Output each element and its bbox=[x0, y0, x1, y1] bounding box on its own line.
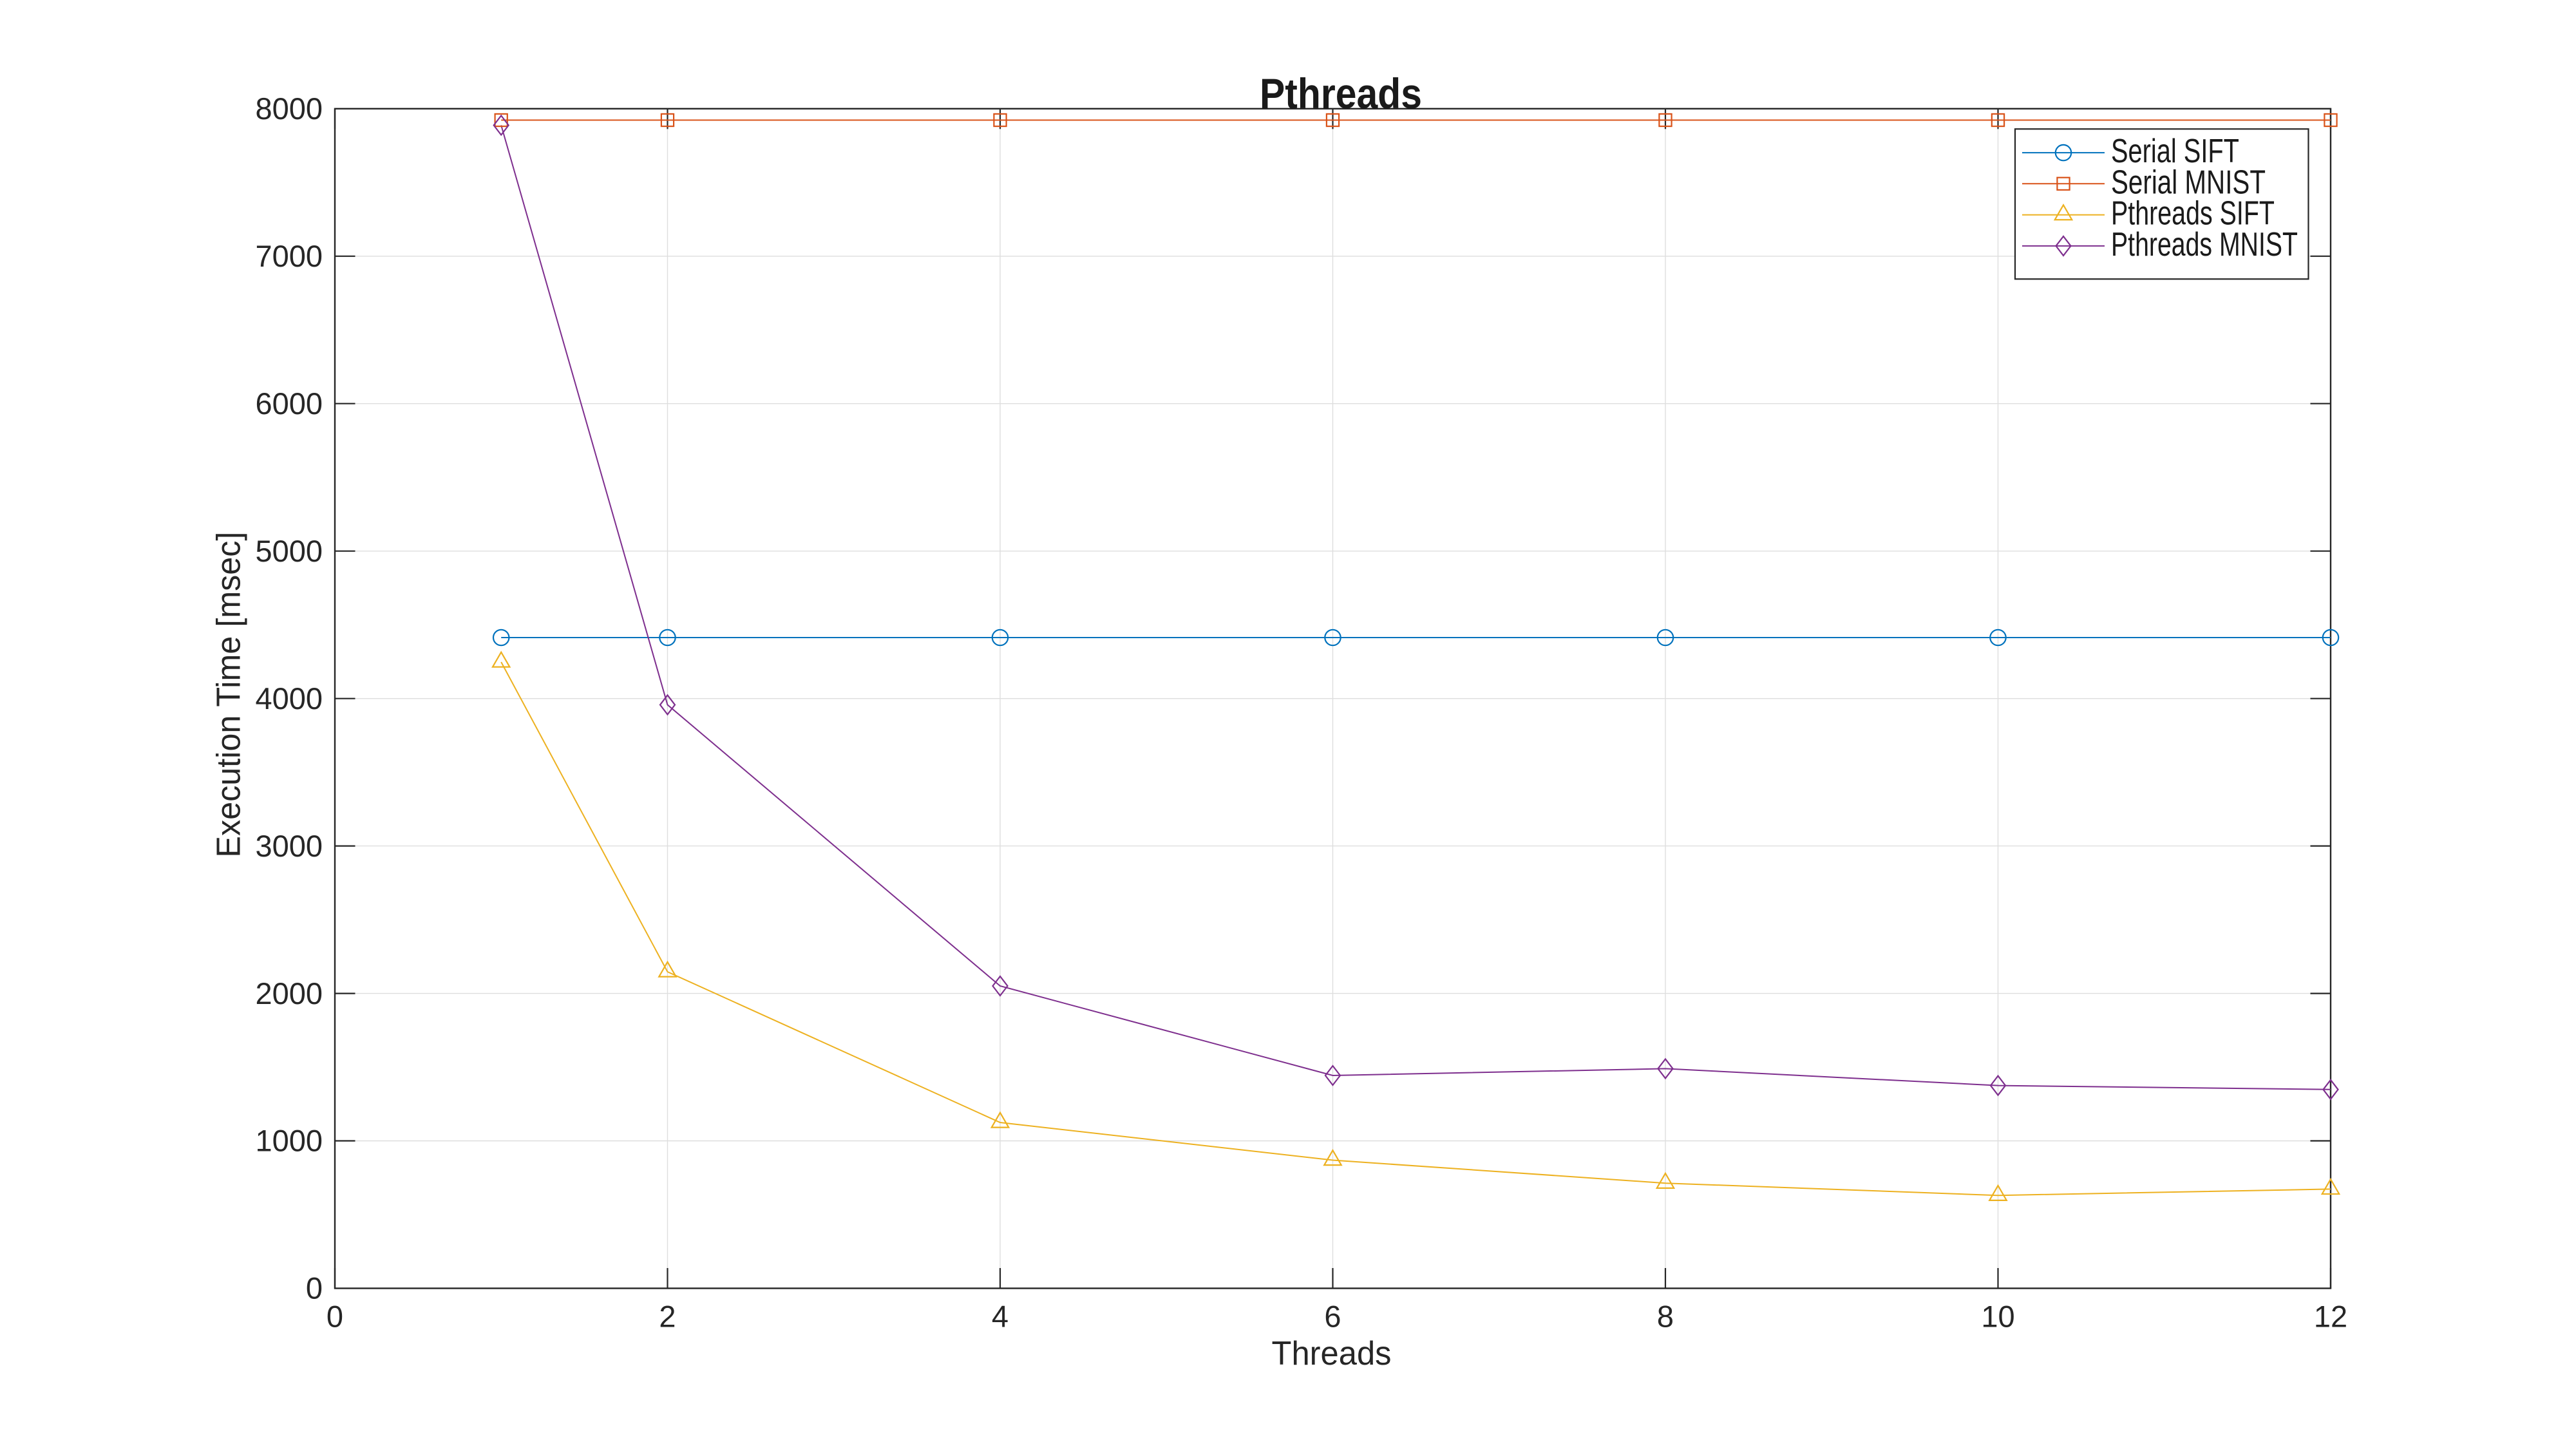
svg-text:0: 0 bbox=[327, 1300, 343, 1334]
svg-text:Threads: Threads bbox=[1272, 1335, 1392, 1372]
svg-text:6: 6 bbox=[1324, 1300, 1341, 1334]
svg-text:2: 2 bbox=[659, 1300, 676, 1334]
svg-text:6000: 6000 bbox=[255, 386, 323, 421]
svg-text:Execution Time [msec]: Execution Time [msec] bbox=[210, 532, 247, 858]
svg-text:4000: 4000 bbox=[255, 681, 323, 715]
svg-text:Pthreads: Pthreads bbox=[1260, 70, 1422, 117]
svg-text:Serial SIFT: Serial SIFT bbox=[2111, 133, 2239, 170]
svg-text:2000: 2000 bbox=[255, 976, 323, 1010]
svg-text:8: 8 bbox=[1657, 1300, 1674, 1334]
svg-text:Serial MNIST: Serial MNIST bbox=[2111, 164, 2266, 201]
svg-text:0: 0 bbox=[306, 1271, 323, 1305]
svg-text:Pthreads SIFT: Pthreads SIFT bbox=[2111, 195, 2275, 232]
svg-text:12: 12 bbox=[2314, 1300, 2347, 1334]
svg-text:Pthreads MNIST: Pthreads MNIST bbox=[2111, 226, 2298, 263]
svg-text:1000: 1000 bbox=[255, 1124, 323, 1158]
svg-text:10: 10 bbox=[1981, 1300, 2014, 1334]
svg-text:5000: 5000 bbox=[255, 534, 323, 568]
svg-text:7000: 7000 bbox=[255, 239, 323, 273]
svg-text:4: 4 bbox=[992, 1300, 1009, 1334]
svg-text:3000: 3000 bbox=[255, 829, 323, 863]
svg-text:8000: 8000 bbox=[255, 91, 323, 126]
